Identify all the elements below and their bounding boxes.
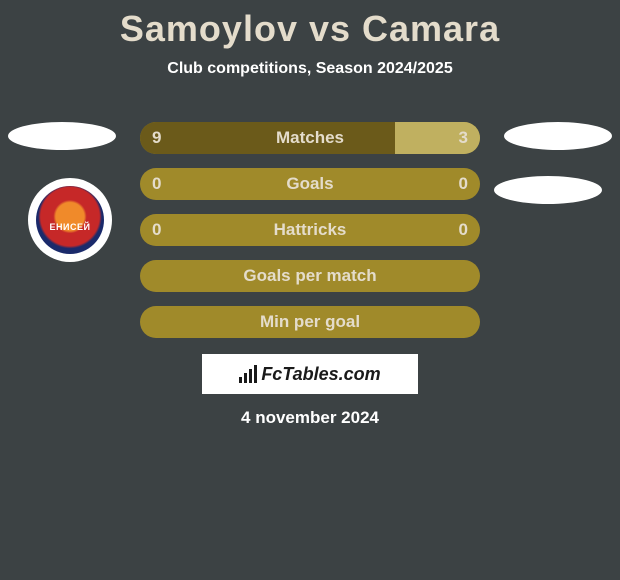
stat-label: Matches — [140, 122, 480, 154]
watermark: FcTables.com — [202, 354, 418, 394]
date-label: 4 november 2024 — [0, 408, 620, 428]
club-badge-text: ЕНИСЕЙ — [36, 222, 104, 232]
stat-bar-row: 00Hattricks — [140, 214, 480, 246]
player-avatar-left-placeholder — [8, 122, 116, 150]
watermark-bars-icon — [239, 365, 257, 383]
stat-label: Goals per match — [140, 260, 480, 292]
club-badge-left: ЕНИСЕЙ — [28, 178, 112, 262]
club-badge-right-placeholder — [494, 176, 602, 204]
stat-label: Goals — [140, 168, 480, 200]
stat-label: Min per goal — [140, 306, 480, 338]
watermark-text: FcTables.com — [261, 364, 380, 385]
player-avatar-right-placeholder — [504, 122, 612, 150]
stat-bar-row: 93Matches — [140, 122, 480, 154]
club-badge-graphic: ЕНИСЕЙ — [36, 186, 104, 254]
page-title: Samoylov vs Camara — [0, 0, 620, 50]
stat-bar-row: Min per goal — [140, 306, 480, 338]
stat-bar-row: 00Goals — [140, 168, 480, 200]
stat-bar-row: Goals per match — [140, 260, 480, 292]
page-subtitle: Club competitions, Season 2024/2025 — [0, 60, 620, 78]
stat-bars: 93Matches 00Goals 00Hattricks Goals per mat… — [140, 122, 480, 352]
stat-label: Hattricks — [140, 214, 480, 246]
